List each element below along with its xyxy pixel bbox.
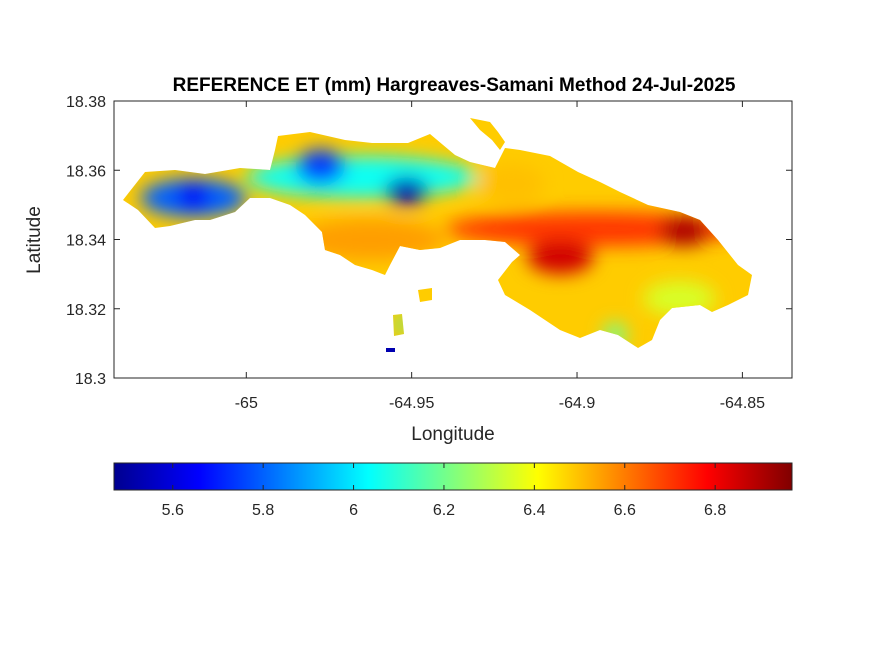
map-region-8 (659, 215, 710, 247)
map-region-1 (176, 182, 210, 211)
colorbar-ticks: 5.6 5.8 6 6.2 6.4 6.6 6.8 (162, 463, 726, 519)
y-axis-label: Latitude (24, 206, 45, 274)
y-tick-label: 18.36 (66, 163, 106, 180)
y-tick-label: 18.34 (66, 233, 106, 250)
colorbar-tick-label: 6.8 (704, 502, 726, 519)
colorbar (113, 462, 793, 491)
map-region-2 (246, 156, 478, 198)
map-region-4 (385, 177, 429, 205)
x-axis-label: Longitude (411, 424, 494, 445)
x-tick-label: -64.95 (389, 395, 434, 412)
y-tick-label: 18.32 (66, 302, 106, 319)
colorbar-tick-label: 5.6 (162, 502, 184, 519)
map-region-3 (295, 149, 346, 185)
y-tick-label: 18.38 (66, 94, 106, 111)
x-tick-label: -64.9 (559, 395, 596, 412)
chart-title: REFERENCE ET (mm) Hargreaves-Samani Meth… (173, 75, 736, 96)
colorbar-tick-label: 6.2 (433, 502, 455, 519)
y-tick-label: 18.3 (75, 371, 106, 388)
map-region-7 (527, 239, 594, 275)
colorbar-tick-label: 5.8 (252, 502, 274, 519)
colorbar-tick-label: 6.4 (523, 502, 545, 519)
map-pixel-blue (386, 348, 395, 352)
x-axis: -65 -64.95 -64.9 -64.85 (235, 101, 765, 412)
map-region-9 (477, 163, 544, 205)
y-axis: 18.3 18.32 18.34 18.36 18.38 (66, 94, 792, 388)
value-regions (140, 149, 743, 348)
x-tick-label: -64.85 (720, 395, 765, 412)
colorbar-tick-label: 6 (349, 502, 358, 519)
x-tick-label: -65 (235, 395, 258, 412)
colorbar-tick-label: 6.6 (614, 502, 636, 519)
